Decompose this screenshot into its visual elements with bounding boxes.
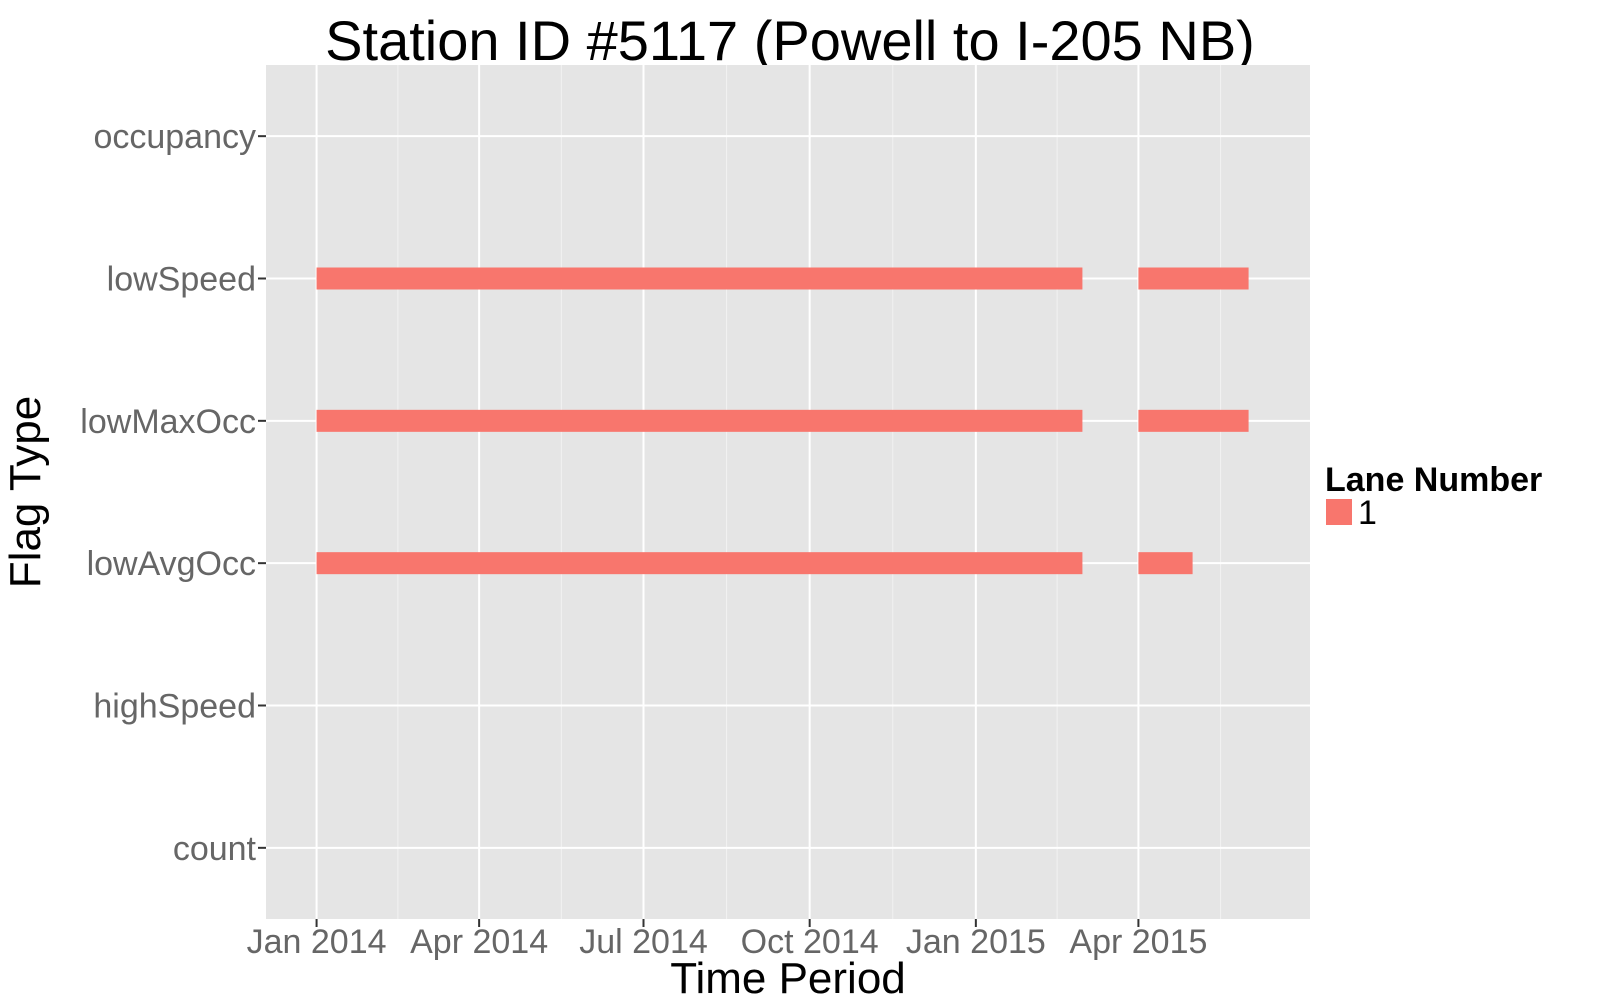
plot-panel [266,65,1310,919]
bar-lowspeed-2014-01-01 [316,267,1083,290]
data-bars [316,267,1249,575]
y-tick-label-lowavgocc: lowAvgOcc [87,545,256,583]
y-tick-label-highspeed: highSpeed [93,688,256,726]
y-tick-label-lowspeed: lowSpeed [107,261,256,299]
bar-lowavgocc-2014-01-01 [316,552,1083,575]
x-tick-label-jan-2015: Jan 2015 [906,923,1046,961]
x-tick-label-oct-2014: Oct 2014 [741,923,879,961]
x-tick-label-jul-2014: Jul 2014 [579,923,708,961]
y-axis: count highSpeed lowAvgOcc lowMaxOcc lowSpeed… [80,118,266,868]
x-tick-label-apr-2014: Apr 2014 [410,923,548,961]
y-axis-title: Flag Type [1,396,50,588]
x-axis-title: Time Period [670,954,906,1000]
bar-lowavgocc-2015-04-01 [1138,552,1193,575]
x-tick-label-jan-2014: Jan 2014 [247,923,387,961]
y-tick-label-occupancy: occupancy [93,118,256,156]
minor-gridlines [397,65,1222,919]
bar-lowmaxocc-2015-04-01 [1138,409,1249,432]
legend-title: Lane Number [1325,461,1542,499]
legend: Lane Number 1 [1324,461,1542,532]
y-tick-label-lowmaxocc: lowMaxOcc [80,403,256,441]
bar-lowspeed-2015-04-01 [1138,267,1249,290]
x-tick-label-apr-2015: Apr 2015 [1069,923,1207,961]
x-axis: Jan 2014 Apr 2014 Jul 2014 Oct 2014 Jan 2015… [247,919,1207,961]
legend-swatch [1324,497,1354,527]
bar-lowmaxocc-2014-01-01 [316,409,1083,432]
y-tick-label-count: count [173,830,257,868]
legend-label: 1 [1358,494,1377,532]
chart-title: Station ID #5117 (Powell to I-205 NB) [325,9,1255,72]
